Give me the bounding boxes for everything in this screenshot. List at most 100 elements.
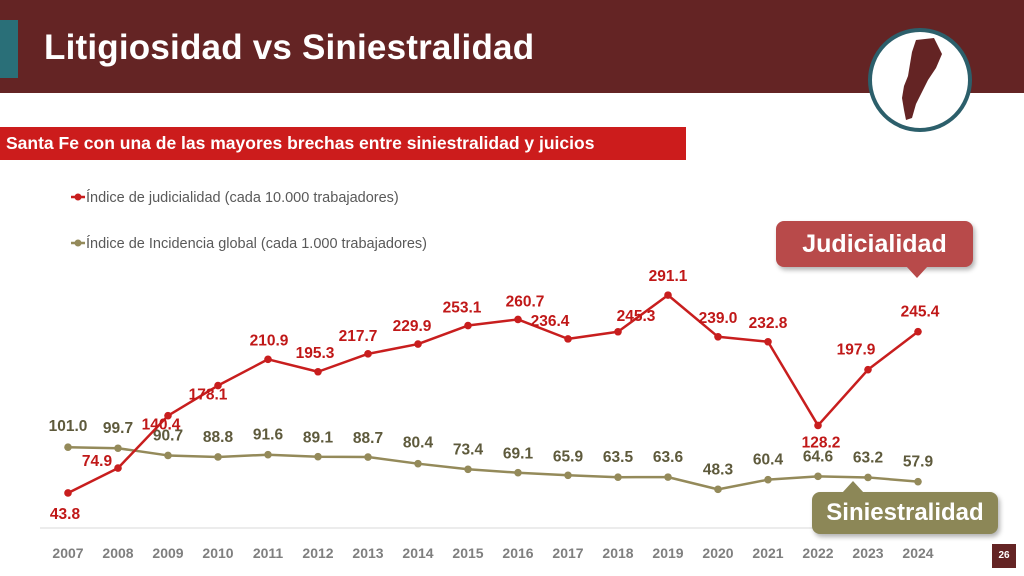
judicialidad-point	[414, 340, 422, 348]
page-title: Litigiosidad vs Siniestralidad	[44, 28, 535, 67]
judicialidad-data-label: 74.9	[82, 453, 113, 470]
judicialidad-callout: Judicialidad	[776, 221, 973, 267]
siniestralidad-callout: Siniestralidad	[812, 492, 998, 534]
incidencia-point	[414, 459, 422, 468]
judicialidad-point	[614, 327, 622, 336]
x-tick-label: 2013	[352, 545, 383, 561]
judicialidad-point	[514, 315, 522, 324]
incidencia-data-label: 73.4	[453, 441, 484, 458]
judicialidad-point	[564, 335, 572, 343]
judicialidad-data-label: 229.9	[393, 318, 432, 335]
incidencia-point	[514, 468, 522, 477]
x-tick-label: 2017	[552, 545, 583, 561]
judicialidad-data-label: 260.7	[506, 293, 545, 310]
incidencia-point	[714, 485, 722, 494]
judicialidad-series-line	[67, 293, 919, 495]
judicialidad-data-label: 245.3	[617, 308, 656, 325]
incidencia-data-label: 90.7	[153, 427, 183, 444]
x-tick-label: 2023	[852, 545, 883, 561]
x-tick-label: 2008	[102, 545, 133, 561]
judicialidad-point	[214, 381, 222, 390]
incidencia-point	[64, 443, 72, 452]
x-tick-label: 2022	[802, 545, 833, 561]
incidencia-point	[214, 453, 222, 461]
judicialidad-data-label: 253.1	[443, 300, 482, 317]
judicialidad-data-label: 140.4	[142, 417, 181, 434]
incidencia-series-line	[67, 445, 919, 491]
incidencia-data-label: 101.0	[49, 418, 88, 435]
x-tick-label: 2015	[452, 545, 483, 561]
judicialidad-data-label: 43.8	[50, 506, 81, 523]
incidencia-point	[564, 471, 572, 480]
judicialidad-data-label: 128.2	[802, 434, 841, 451]
incidencia-data-label: 89.1	[303, 430, 334, 447]
incidencia-legend-marker	[74, 239, 82, 247]
judicialidad-point	[114, 464, 122, 472]
incidencia-point	[114, 444, 122, 453]
judicialidad-data-label: 178.1	[189, 387, 228, 404]
incidencia-point	[364, 453, 372, 461]
x-tick-label: 2018	[602, 545, 633, 561]
x-tick-label: 2007	[52, 545, 83, 561]
siniestralidad-callout-pointer	[842, 481, 864, 493]
x-tick-label: 2010	[202, 545, 233, 561]
x-tick-label: 2016	[502, 545, 533, 561]
incidencia-point	[464, 465, 472, 474]
judicialidad-data-label: 195.3	[296, 345, 335, 362]
judicialidad-point	[364, 350, 372, 358]
santa-fe-map-icon	[902, 38, 942, 120]
judicialidad-data-label: 239.0	[699, 310, 738, 327]
province-logo	[868, 28, 972, 132]
judicialidad-data-label: 197.9	[837, 342, 876, 359]
x-tick-label: 2014	[402, 545, 433, 561]
judicialidad-data-label: 210.9	[250, 332, 289, 349]
judicialidad-point	[764, 337, 772, 346]
judicialidad-data-label: 217.7	[339, 328, 378, 345]
subtitle-banner: Santa Fe con una de las mayores brechas …	[0, 127, 686, 160]
x-tick-label: 2024	[902, 545, 933, 561]
header-bar	[0, 0, 1024, 93]
incidencia-data-label: 88.7	[353, 430, 383, 447]
incidencia-data-label: 63.5	[603, 449, 634, 466]
incidencia-data-label: 91.6	[253, 427, 284, 444]
judicialidad-point	[714, 333, 722, 341]
judicialidad-point	[314, 367, 322, 376]
judicialidad-legend-label: Índice de judicialidad (cada 10.000 trab…	[86, 189, 399, 206]
incidencia-legend-label: Índice de Incidencia global (cada 1.000 …	[86, 235, 427, 252]
incidencia-data-label: 60.4	[753, 452, 784, 469]
incidencia-point	[764, 475, 772, 484]
incidencia-point	[664, 473, 672, 481]
incidencia-point	[314, 452, 322, 461]
judicialidad-point	[914, 327, 922, 336]
incidencia-data-label: 65.9	[553, 448, 584, 465]
x-tick-label: 2021	[752, 545, 783, 561]
header-accent	[0, 20, 18, 78]
incidencia-data-label: 63.6	[653, 449, 684, 466]
incidencia-data-label: 57.9	[903, 454, 934, 471]
x-tick-label: 2020	[702, 545, 733, 561]
x-tick-label: 2012	[302, 545, 333, 561]
incidencia-point	[814, 472, 822, 481]
judicialidad-data-label: 232.8	[749, 315, 788, 332]
judicialidad-point	[864, 365, 872, 374]
judicialidad-data-label: 236.4	[531, 313, 570, 330]
incidencia-data-label: 63.2	[853, 449, 883, 466]
incidencia-point	[164, 451, 172, 460]
judicialidad-legend-marker	[74, 193, 82, 201]
judicialidad-callout-pointer	[906, 266, 928, 278]
judicialidad-data-label: 245.4	[901, 304, 940, 321]
x-tick-label: 2019	[652, 545, 683, 561]
incidencia-data-label: 69.1	[503, 446, 534, 463]
page-number: 26	[992, 544, 1016, 568]
incidencia-data-label: 64.6	[803, 448, 834, 465]
judicialidad-point	[814, 421, 822, 430]
incidencia-data-label: 80.4	[403, 435, 434, 452]
judicialidad-point	[164, 411, 172, 420]
judicialidad-data-label: 291.1	[649, 268, 688, 285]
incidencia-point	[914, 477, 922, 486]
x-tick-label: 2009	[152, 545, 183, 561]
incidencia-data-label: 99.7	[103, 420, 133, 437]
judicialidad-point	[464, 321, 472, 330]
incidencia-data-label: 48.3	[703, 461, 734, 478]
